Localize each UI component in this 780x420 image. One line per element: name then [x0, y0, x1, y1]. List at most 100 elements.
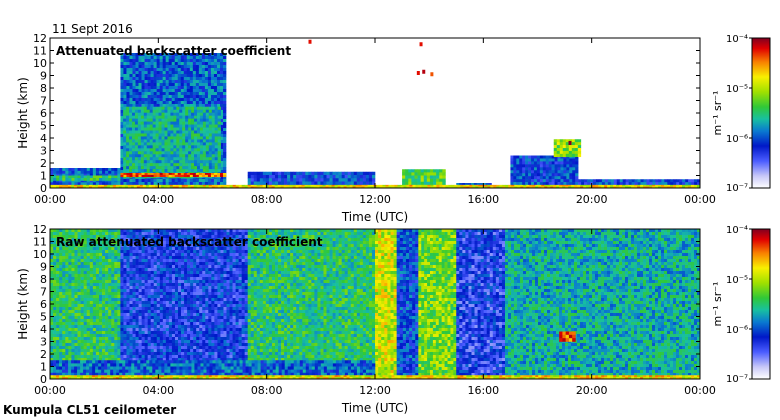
heatmap-cell	[429, 175, 434, 179]
heatmap-cell	[182, 139, 186, 143]
backscatter-panel: Attenuated backscatter coefficient 01234…	[16, 32, 771, 224]
heatmap-cell	[185, 169, 189, 173]
heatmap-cell	[176, 133, 180, 137]
heatmap-cell	[105, 316, 109, 320]
heatmap-cell	[59, 313, 63, 317]
heatmap-cell	[53, 170, 57, 175]
heatmap-cell	[129, 59, 133, 63]
heatmap-cell	[531, 182, 535, 186]
heatmap-cell	[153, 92, 157, 96]
heatmap-cell	[439, 175, 443, 179]
heatmap-cell	[77, 355, 81, 359]
heatmap-cell	[186, 86, 191, 90]
heatmap-cell	[105, 292, 109, 296]
colorbar-tick-label: 10⁻⁶	[726, 134, 748, 145]
heatmap-cell	[83, 325, 88, 329]
heatmap-cell	[216, 86, 221, 90]
heatmap-cell	[56, 352, 60, 356]
heatmap-cell	[539, 176, 544, 180]
heatmap-cell	[71, 352, 75, 356]
heatmap-cell	[223, 146, 227, 150]
heatmap-cell	[120, 182, 124, 186]
heatmap-cell	[162, 182, 166, 186]
heatmap-cell	[208, 112, 213, 116]
heatmap-cell	[283, 184, 287, 187]
heatmap-cell	[98, 340, 103, 344]
heatmap-cell	[89, 322, 94, 326]
heatmap-cell	[168, 104, 173, 108]
heatmap-cell	[198, 77, 203, 81]
echo-point	[430, 72, 434, 77]
heatmap-cell	[132, 104, 136, 108]
heatmap-cell	[169, 186, 174, 189]
heatmap-cell	[123, 109, 127, 113]
heatmap-cell	[152, 157, 156, 161]
heatmap-cell	[53, 182, 57, 186]
heatmap-cell	[284, 178, 288, 182]
heatmap-cell	[320, 178, 324, 182]
heatmap-cell	[146, 127, 151, 131]
heatmap-cell	[191, 133, 195, 137]
heatmap-cell	[332, 175, 336, 179]
heatmap-cell	[165, 77, 169, 81]
heatmap-cell	[68, 346, 72, 350]
heatmap-cell	[341, 178, 345, 182]
heatmap-cell	[146, 163, 151, 167]
heatmap-cell	[317, 178, 321, 182]
heatmap-cell	[92, 307, 97, 311]
heatmap-cell	[111, 253, 115, 257]
heatmap-cell	[220, 179, 224, 183]
heatmap-cell	[68, 298, 72, 302]
heatmap-cell	[152, 163, 156, 167]
heatmap-cell	[198, 53, 203, 57]
heatmap-cell	[185, 163, 189, 167]
heatmap-cell	[140, 166, 145, 170]
heatmap-cell	[174, 101, 179, 105]
heatmap-cell	[182, 121, 186, 125]
heatmap-cell	[71, 259, 75, 263]
heatmap-cell	[207, 74, 212, 78]
heatmap-cell	[118, 186, 123, 189]
heatmap-cell	[158, 112, 162, 116]
heatmap-cell	[105, 175, 109, 179]
heatmap-cell	[525, 158, 529, 162]
heatmap-cell	[571, 145, 576, 149]
heatmap-cell	[146, 139, 151, 143]
heatmap-cell	[192, 174, 197, 178]
heatmap-cell	[77, 170, 81, 175]
heatmap-cell	[192, 65, 197, 69]
heatmap-cell	[126, 174, 130, 178]
heatmap-cell	[519, 170, 523, 174]
heatmap-cell	[183, 98, 188, 102]
heatmap-cell	[220, 149, 224, 153]
heatmap-cell	[341, 181, 345, 186]
heatmap-cell	[442, 172, 446, 176]
heatmap-cell	[80, 352, 84, 356]
heatmap-cell	[50, 259, 54, 263]
heatmap-cell	[513, 158, 517, 162]
heatmap-cell	[201, 92, 206, 96]
heatmap-cell	[80, 286, 84, 290]
heatmap-cell	[253, 175, 258, 179]
heatmap-cell	[156, 56, 160, 60]
heatmap-cell	[183, 179, 188, 183]
heatmap-cell	[71, 328, 75, 332]
heatmap-cell	[74, 298, 78, 302]
heatmap-cell	[183, 173, 188, 176]
heatmap-cell	[411, 172, 415, 176]
heatmap-cell	[53, 319, 57, 323]
heatmap-cell	[177, 101, 182, 105]
heatmap-cell	[126, 136, 130, 140]
heatmap-cell	[65, 301, 69, 305]
heatmap-cell	[74, 283, 78, 287]
heatmap-cell	[319, 186, 323, 189]
heatmap-cell	[482, 183, 486, 186]
heatmap-cell	[214, 124, 218, 128]
heatmap-cell	[156, 65, 160, 69]
heatmap-cell	[622, 182, 626, 186]
colorbar-ticks: 10⁻⁴10⁻⁵10⁻⁶10⁻⁷	[726, 34, 752, 194]
heatmap-cell	[289, 186, 293, 189]
heatmap-cell	[71, 265, 75, 269]
heatmap-cell	[53, 298, 57, 302]
heatmap-cell	[53, 256, 57, 260]
